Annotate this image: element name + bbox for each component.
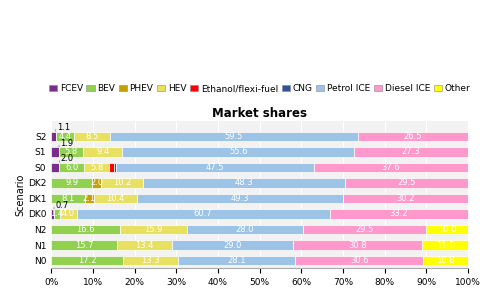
Bar — [51, 225, 120, 234]
Text: 4.0: 4.0 — [62, 210, 75, 218]
Bar — [304, 225, 426, 234]
Text: 2.1: 2.1 — [82, 194, 96, 203]
Text: 27.3: 27.3 — [402, 147, 420, 156]
Text: 15.9: 15.9 — [144, 225, 162, 234]
Text: 6.0: 6.0 — [66, 163, 78, 172]
Bar — [122, 147, 354, 156]
Bar — [423, 256, 468, 265]
Text: 1.9: 1.9 — [60, 139, 74, 148]
Text: 29.0: 29.0 — [224, 240, 242, 249]
Text: 5.8: 5.8 — [90, 163, 103, 172]
Text: 10.4: 10.4 — [106, 194, 124, 203]
Text: 5.8: 5.8 — [64, 147, 78, 156]
Bar — [56, 132, 74, 141]
Bar — [172, 240, 294, 250]
Bar — [426, 225, 468, 234]
Bar — [108, 163, 114, 172]
Text: 10.0: 10.0 — [438, 225, 456, 234]
Text: 30.8: 30.8 — [348, 240, 367, 249]
Bar — [74, 132, 110, 141]
Text: 8.1: 8.1 — [62, 194, 74, 203]
Text: 2.0: 2.0 — [60, 154, 74, 163]
Bar — [314, 163, 468, 172]
Text: 1.1: 1.1 — [57, 124, 70, 132]
Bar — [60, 163, 84, 172]
Bar — [51, 256, 123, 265]
Bar — [54, 209, 60, 219]
Bar — [358, 132, 468, 141]
Text: 9.4: 9.4 — [96, 147, 110, 156]
Bar — [116, 163, 314, 172]
Bar — [51, 178, 92, 188]
Text: 28.1: 28.1 — [228, 256, 246, 265]
Text: 60.7: 60.7 — [194, 210, 212, 218]
Text: 17.2: 17.2 — [78, 256, 96, 265]
Bar — [51, 163, 60, 172]
Bar — [59, 147, 83, 156]
Text: 29.5: 29.5 — [356, 225, 374, 234]
Text: 30.6: 30.6 — [350, 256, 368, 265]
Text: 16.6: 16.6 — [76, 225, 95, 234]
Text: 15.7: 15.7 — [74, 240, 93, 249]
Bar — [83, 147, 122, 156]
Text: 28.0: 28.0 — [236, 225, 255, 234]
Bar — [123, 256, 178, 265]
Text: 47.5: 47.5 — [206, 163, 224, 172]
Bar — [178, 256, 296, 265]
Text: 49.3: 49.3 — [230, 194, 249, 203]
Text: 26.5: 26.5 — [404, 132, 422, 141]
Legend: FCEV, BEV, PHEV, HEV, Ethanol/flexi-fuel, CNG, Petrol ICE, Diesel ICE, Other: FCEV, BEV, PHEV, HEV, Ethanol/flexi-fuel… — [49, 84, 470, 93]
Text: 2.0: 2.0 — [90, 178, 103, 188]
Text: 4.4: 4.4 — [58, 132, 71, 141]
Bar — [294, 240, 422, 250]
Text: 29.5: 29.5 — [397, 178, 415, 188]
Bar — [51, 194, 85, 203]
Text: 9.9: 9.9 — [65, 178, 78, 188]
Text: 13.3: 13.3 — [142, 256, 160, 265]
Text: 48.3: 48.3 — [234, 178, 254, 188]
Text: 55.6: 55.6 — [229, 147, 248, 156]
Bar — [51, 240, 116, 250]
Bar — [342, 194, 468, 203]
Bar — [186, 225, 304, 234]
Y-axis label: Scenario: Scenario — [15, 173, 25, 216]
Bar — [101, 178, 144, 188]
Bar — [110, 132, 358, 141]
Bar — [330, 209, 468, 219]
Text: 1.4: 1.4 — [50, 210, 64, 218]
Text: 13.4: 13.4 — [136, 240, 154, 249]
Bar — [94, 194, 137, 203]
Bar — [51, 147, 59, 156]
Bar — [116, 240, 172, 250]
Bar — [114, 163, 116, 172]
Bar — [137, 194, 342, 203]
Bar — [92, 178, 101, 188]
Text: 0.7: 0.7 — [56, 201, 68, 210]
Bar — [422, 240, 468, 250]
Text: 10.8: 10.8 — [436, 256, 455, 265]
Bar — [60, 209, 76, 219]
Bar — [85, 194, 94, 203]
Text: 30.2: 30.2 — [396, 194, 415, 203]
Bar — [354, 147, 468, 156]
Text: 10.2: 10.2 — [113, 178, 131, 188]
Bar — [296, 256, 423, 265]
Bar — [51, 209, 54, 219]
Bar — [76, 209, 330, 219]
Bar — [144, 178, 344, 188]
Text: 37.6: 37.6 — [382, 163, 400, 172]
Bar — [84, 163, 108, 172]
Text: 59.5: 59.5 — [224, 132, 242, 141]
Text: 33.2: 33.2 — [390, 210, 408, 218]
Bar — [344, 178, 468, 188]
Text: 8.5: 8.5 — [85, 132, 98, 141]
Text: 11.1: 11.1 — [436, 240, 454, 249]
Bar — [51, 132, 56, 141]
Title: Market shares: Market shares — [212, 107, 307, 120]
Bar — [120, 225, 186, 234]
